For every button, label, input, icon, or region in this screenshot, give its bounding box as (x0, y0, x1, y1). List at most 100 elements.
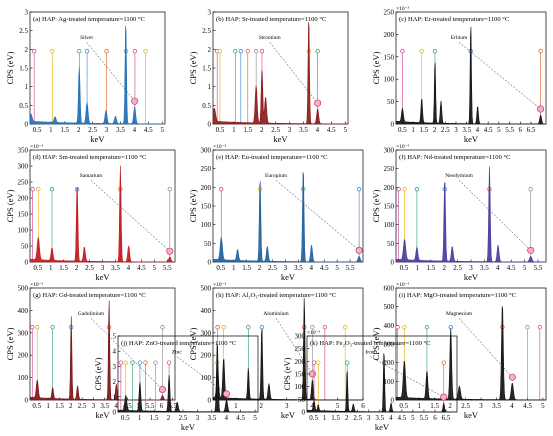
element-marker (525, 325, 530, 330)
x-tick-label: 4.5 (320, 264, 329, 272)
x-tick-label: 0.5 (216, 126, 225, 134)
eds-panel-1: 0 0.5 1 1.5 2 2.5 3 0.5 1 1.5 2 2.5 3 3.5 4 4.5 5 Silver (… (5, 9, 166, 144)
x-tick-label: 1 (49, 264, 53, 272)
y-exponent: ×10⁻³ (213, 282, 227, 288)
x-tick-label: 3 (288, 126, 292, 134)
plot-frame (212, 149, 364, 263)
eds-panel-2: 0 0.5 1 1.5 2 2.5 3 0.5 1 1.5 2 2.5 3 3.5 4 4.5 5 Stronti… (188, 9, 349, 144)
element-pointer-line (458, 318, 513, 378)
highlighted-element-marker (355, 246, 363, 254)
x-tick-label: 5.5 (534, 264, 543, 272)
panel-caption: (i) HAP: MgO-treated temperature=1100 °C (399, 292, 517, 299)
element-label: Neodymium (445, 173, 473, 179)
x-tick-label: 1 (417, 402, 421, 410)
element-marker (118, 360, 124, 365)
y-tick-label: 200 (295, 358, 306, 366)
eds-panel-4: 0 50 100 150 200 250 300 350 0.5 1 1.5 2 2.5 3 3.5 4 4.5… (5, 144, 176, 282)
x-tick-label: 2.5 (461, 402, 470, 410)
x-tick-label: 2.5 (88, 126, 97, 134)
element-marker (310, 325, 315, 330)
element-marker (143, 49, 148, 54)
x-tick-label: 6 (160, 402, 164, 410)
element-marker (215, 325, 220, 330)
element-marker (49, 187, 55, 192)
y-tick-label: 1.5 (19, 65, 28, 73)
element-marker (343, 325, 348, 330)
x-tick-label: 0.5 (32, 402, 41, 410)
x-tick-label: 3.5 (294, 264, 303, 272)
element-marker (132, 49, 138, 54)
y-tick-label: 500 (384, 303, 395, 311)
y-tick-label: 350 (18, 147, 29, 155)
y-tick-label: 300 (384, 341, 395, 349)
x-tick-label: 3 (469, 264, 473, 272)
x-tick-label: 2 (345, 414, 349, 422)
element-marker (315, 49, 320, 54)
element-label: Iron (365, 350, 374, 356)
eds-panel-5: 0 50 100 150 200 250 300 0.5 1 1.5 2 2.5 3 3.5 4 4.5 5 5.… (188, 144, 364, 282)
y-axis-label: CPS (eV) (5, 327, 15, 360)
x-tick-label: 0.5 (400, 264, 409, 272)
element-pointer-line (458, 180, 531, 251)
y-tick-label: 100 (18, 374, 29, 382)
element-marker (137, 360, 143, 365)
x-tick-label: 4.5 (144, 126, 153, 134)
x-tick-label: 5.5 (420, 414, 429, 422)
y-axis-label: CPS (eV) (188, 189, 198, 222)
eds-panel-3: 0 50 100 150 200 250 0.5 1 1.5 2 2.5 3 3.5 4 4.5 5 5.5 6 6… (371, 6, 547, 144)
x-tick-label: 1 (46, 402, 50, 410)
element-marker (36, 187, 41, 192)
element-label: Gadolinium (78, 311, 105, 317)
element-pointer-line (369, 356, 444, 398)
x-tick-label: 1.5 (150, 414, 159, 422)
x-tick-label: 5.5 (346, 264, 355, 272)
y-tick-label: 1 (208, 83, 212, 91)
x-tick-label: 4.5 (397, 414, 406, 422)
x-axis-label: keV (375, 422, 390, 431)
y-tick-label: 300 (295, 333, 306, 341)
y-tick-label: 4 (113, 348, 117, 356)
x-tick-label: 2 (442, 264, 446, 272)
element-marker (356, 187, 362, 192)
y-tick-label: 0 (208, 259, 212, 267)
y-exponent: ×10⁻³ (30, 144, 44, 150)
element-marker (259, 49, 265, 54)
element-marker (322, 325, 328, 330)
y-tick-label: 0 (208, 397, 212, 405)
x-tick-label: 3.5 (375, 414, 384, 422)
element-label: Zinc (172, 350, 183, 356)
y-tick-label: 250 (295, 345, 306, 353)
x-tick-label: 6 (519, 126, 523, 134)
element-marker (84, 49, 90, 54)
element-marker (123, 360, 128, 365)
y-tick-label: 250 (384, 9, 395, 17)
element-marker (414, 187, 420, 192)
y-tick-label: 400 (18, 307, 29, 315)
x-tick-label: 5 (497, 126, 501, 134)
element-marker (160, 325, 165, 330)
y-exponent: ×10⁻³ (30, 282, 44, 288)
x-axis-label: keV (281, 410, 296, 420)
x-tick-label: 5 (411, 414, 415, 422)
element-marker (253, 49, 259, 54)
y-tick-label: 2.5 (202, 27, 211, 35)
y-tick-label: 2 (113, 378, 117, 386)
element-marker (50, 49, 55, 54)
y-axis-label: CPS (eV) (5, 189, 15, 222)
highlighted-element-marker (314, 99, 322, 107)
x-tick-label: 4.5 (507, 264, 516, 272)
plot-frame (395, 149, 547, 263)
panel-caption: (f) HAP: Nd-treated temperature=1100 °C (399, 154, 511, 161)
y-tick-label: 200 (384, 31, 395, 39)
y-tick-label: 100 (384, 378, 395, 386)
y-exponent: ×10⁻³ (213, 144, 227, 150)
y-tick-label: 300 (18, 163, 29, 171)
eds-panel-9: 0 100 200 300 400 500 600 0.5 1 1.5 2 2.5 3 3.5 4 4.5 5 M… (371, 282, 547, 420)
element-label: Magnesium (446, 311, 473, 317)
y-exponent: ×10⁻³ (396, 144, 410, 150)
y-tick-label: 1.5 (202, 65, 211, 73)
element-label: Erbium (451, 35, 468, 41)
x-tick-label: 1.5 (59, 264, 68, 272)
panel-caption: (d) HAP: Sm-treated temperature=1100 °C (33, 154, 147, 161)
x-tick-label: 3 (285, 402, 289, 410)
